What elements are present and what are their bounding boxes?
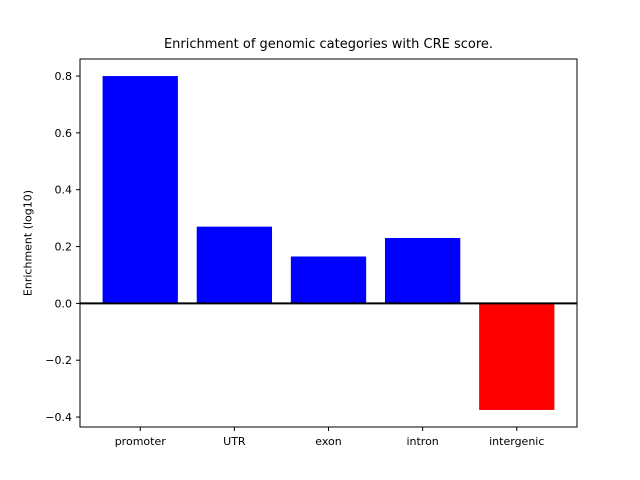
bar-UTR [196,226,273,304]
y-tick-label: 0.2 [55,241,73,254]
y-tick-label: 0.8 [55,70,73,83]
y-tick-label: 0.4 [55,184,73,197]
y-tick-label: −0.4 [45,411,72,424]
bar-promoter [102,76,178,304]
plot-frame [79,58,578,428]
y-tick-label: −0.2 [45,354,72,367]
x-tick-label-exon: exon [315,435,341,448]
bar-intron [384,238,461,304]
bar-exon [290,256,367,304]
x-tick-label-intron: intron [406,435,438,448]
chart-title: Enrichment of genomic categories with CR… [163,37,494,52]
x-tick-label-UTR: UTR [223,435,246,448]
y-tick-label: 0.6 [55,127,73,140]
x-tick-label-intergenic: intergenic [489,435,544,448]
x-tick-label-promoter: promoter [115,435,167,448]
bar-intergenic [479,303,555,410]
y-tick-label: 0.0 [55,297,73,310]
